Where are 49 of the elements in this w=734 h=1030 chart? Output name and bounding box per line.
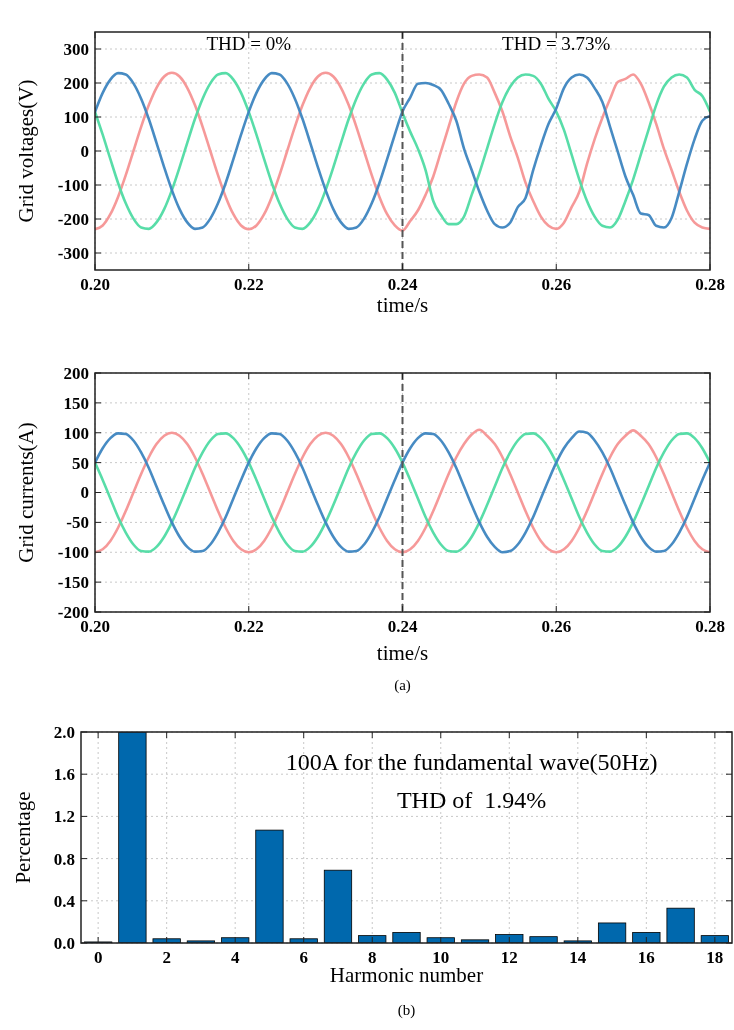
y-tick-label: 0	[80, 483, 89, 503]
text: (a)	[394, 677, 411, 694]
y-tick-label: 200	[63, 73, 89, 93]
y-tick-label: -100	[57, 175, 89, 195]
x-axis-title: time/s	[376, 641, 429, 665]
annotation: 100A for the fundamental wave(50Hz)	[285, 749, 658, 775]
y-axis-title: Grid voltages(V)	[14, 79, 38, 223]
x-axis-title: time/s	[376, 293, 429, 317]
y-tick-label: 100	[63, 423, 89, 443]
x-tick-label: 6	[299, 948, 308, 967]
y-tick-label: 0.4	[53, 891, 76, 911]
x-tick-label: 0.22	[233, 275, 264, 294]
annotation: THD = 0%	[206, 33, 292, 54]
y-tick-label: 0.8	[53, 849, 75, 869]
x-tick-label: 18	[706, 948, 724, 967]
x-tick-label: 0.24	[387, 275, 418, 294]
y-tick-label: -200	[57, 209, 89, 229]
y-tick-label: -150	[57, 573, 89, 593]
x-tick-label: 4	[230, 948, 240, 967]
x-tick-label: 0.22	[233, 617, 264, 636]
y-tick-label: 50	[72, 453, 89, 473]
x-tick-label: 0.26	[541, 617, 572, 636]
y-tick-label: 0	[80, 141, 89, 161]
y-tick-label: -50	[66, 513, 89, 533]
text: (b)	[397, 1002, 416, 1019]
x-tick-label: 0.28	[695, 275, 725, 294]
x-tick-label: 0.28	[695, 617, 725, 636]
x-tick-label: 12	[500, 948, 518, 967]
x-tick-label: 0.20	[80, 275, 110, 294]
y-axis-title: Percentage	[11, 791, 35, 884]
x-tick-label: 14	[569, 948, 587, 967]
x-tick-label: 16	[637, 948, 655, 967]
annotation: THD of 1.94%	[396, 787, 547, 813]
y-tick-label: 1.6	[53, 765, 75, 785]
x-tick-label: 0.24	[387, 617, 418, 636]
y-tick-label: 2.0	[53, 722, 75, 742]
y-tick-label: -100	[57, 543, 89, 563]
y-tick-label: 300	[63, 39, 89, 59]
y-tick-label: 150	[63, 393, 89, 413]
y-tick-label: 1.2	[53, 807, 75, 827]
y-tick-label: 200	[63, 363, 89, 383]
y-tick-label: 100	[63, 107, 89, 127]
y-tick-label: 0.0	[53, 933, 75, 953]
y-axis-title: Grid currents(A)	[14, 422, 38, 563]
x-tick-label: 0.26	[541, 275, 572, 294]
x-tick-label: 0	[93, 948, 103, 967]
annotation: THD = 3.73%	[502, 33, 611, 54]
y-tick-label: -300	[57, 243, 89, 263]
x-tick-label: 2	[162, 948, 171, 967]
